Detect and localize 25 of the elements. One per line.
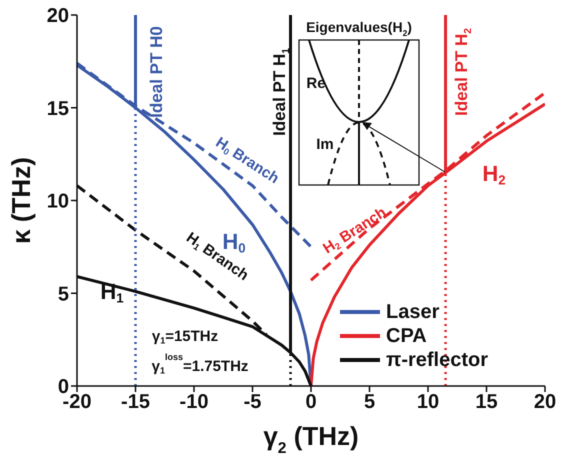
legend-label: CPA	[386, 324, 427, 348]
legend-label: Laser	[386, 300, 440, 324]
y-tick-label: 5	[58, 283, 69, 306]
y-tick-label: 15	[46, 98, 69, 120]
annotation: Ideal PT H0	[147, 26, 166, 118]
annotation: γ$_{1}$$^{loss}$=1.75THz	[152, 352, 248, 376]
y-tick-label: 20	[46, 5, 69, 28]
annotation: γ$_{1}$=15THz	[152, 328, 218, 346]
annotation: H$_{2}$	[482, 160, 506, 188]
x-tick-label: 10	[416, 391, 440, 414]
y-tick-label: 0	[58, 376, 69, 398]
annotation: Im	[316, 136, 334, 153]
x-tick-label: -10	[180, 391, 208, 414]
x-tick-label: 0	[305, 391, 317, 414]
x-tick-label: 5	[364, 391, 376, 414]
y-tick-label: 10	[46, 190, 69, 213]
x-tick-label: 15	[475, 391, 498, 414]
y-axis-title: κ (THz)	[6, 157, 36, 244]
x-axis-title: γ$_{2}$ (THz)	[263, 421, 359, 457]
x-tick-label: -15	[121, 391, 150, 414]
text: Eigenvalues(H$_{2}$)	[306, 19, 412, 38]
x-tick-label: -5	[244, 391, 262, 414]
x-tick-label: 20	[534, 391, 556, 414]
legend-label: π-reflector	[386, 348, 488, 372]
annotation: Re	[306, 74, 326, 92]
